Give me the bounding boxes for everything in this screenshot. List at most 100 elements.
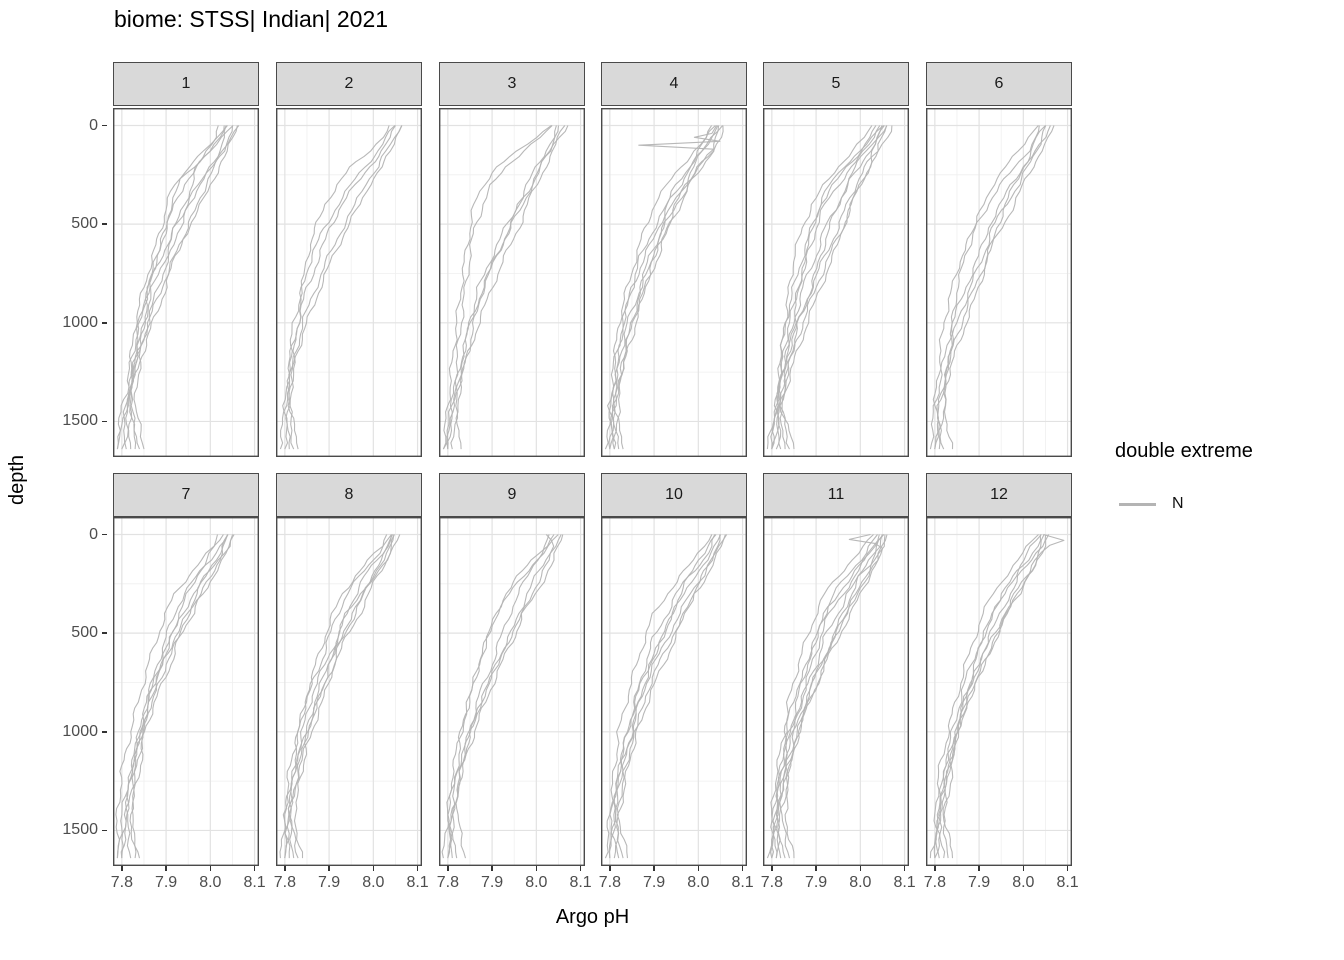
profile-line: [770, 534, 880, 859]
profile-line: [934, 125, 1046, 450]
panel-border: [276, 108, 422, 457]
facet-panel: [763, 517, 909, 866]
x-tick-mark: [1066, 866, 1069, 871]
profile-line: [771, 125, 888, 450]
facet-plot: [763, 108, 909, 457]
profile-line: [784, 534, 885, 859]
profile-line: [279, 125, 403, 450]
facet-strip: 5: [763, 62, 909, 106]
x-tick-label: 7.9: [967, 874, 991, 891]
x-tick-mark: [1022, 866, 1025, 871]
y-tick-label: 500: [71, 624, 98, 642]
profile-line: [773, 125, 873, 450]
x-tick-label: 7.9: [480, 874, 504, 891]
profile-line: [766, 534, 884, 859]
facet-panel: [113, 517, 259, 866]
x-tick-label: 8.1: [406, 874, 429, 891]
panel-border: [601, 517, 747, 866]
panel-border: [601, 108, 747, 457]
profile-line: [776, 534, 883, 859]
x-tick-label: 7.8: [923, 874, 946, 891]
profile-line: [608, 534, 721, 859]
y-tick-mark: [102, 731, 107, 733]
profile-line: [769, 534, 886, 859]
profile-line: [766, 125, 883, 450]
facet-plot: [601, 108, 747, 457]
profile-line: [612, 125, 724, 450]
x-tick-label: 7.8: [436, 874, 459, 891]
facet-strip: 8: [276, 473, 422, 517]
facet-strip: 3: [439, 62, 585, 106]
x-tick-mark: [284, 866, 286, 871]
x-tick-mark: [697, 866, 700, 871]
profile-line: [451, 534, 555, 859]
panel-border: [439, 517, 585, 866]
profile-line: [293, 534, 394, 859]
panel-border: [113, 108, 259, 457]
facet-panel: [439, 108, 585, 457]
profile-line: [124, 534, 229, 859]
facet-label: 8: [344, 486, 354, 503]
profile-line: [129, 125, 219, 450]
facet-panel: [113, 108, 259, 457]
facet-strip: 11: [763, 473, 909, 517]
x-tick-label: 7.9: [154, 874, 178, 891]
x-tick-mark: [447, 866, 449, 871]
x-tick-mark: [121, 866, 123, 871]
y-tick-mark: [102, 124, 107, 127]
facet-panel: [276, 108, 422, 457]
y-axis-title: depth: [6, 454, 28, 506]
profile-line: [779, 125, 884, 450]
x-tick-label: 8.0: [362, 874, 385, 891]
profile-line: [779, 534, 878, 859]
profile-line: [455, 125, 569, 450]
facet-plot: [926, 108, 1072, 457]
x-tick-mark: [978, 866, 980, 871]
y-tick-label: 0: [89, 525, 98, 543]
x-tick-label: 7.8: [598, 874, 621, 891]
facet-panel: [926, 108, 1072, 457]
x-tick-mark: [859, 866, 862, 871]
facet-label: 7: [181, 486, 191, 503]
profile-line: [604, 534, 728, 859]
facet-panel: [276, 517, 422, 866]
y-tick-mark: [102, 533, 107, 536]
panel-border: [113, 517, 259, 866]
profile-line: [115, 534, 224, 859]
y-tick-label: 500: [71, 215, 98, 233]
legend-title: double extreme: [1115, 440, 1253, 462]
profile-line: [121, 125, 240, 450]
facet-label: 2: [344, 75, 354, 92]
profile-line: [770, 125, 888, 450]
profile-line: [942, 534, 1042, 859]
profile-line: [116, 125, 234, 450]
y-tick-mark: [102, 420, 107, 423]
profile-line: [933, 534, 1042, 859]
facet-strip: 10: [601, 473, 747, 517]
profile-line: [288, 534, 388, 859]
facet-plot: [601, 517, 747, 866]
profile-line: [778, 125, 877, 450]
x-tick-label: 7.8: [760, 874, 783, 891]
profile-line: [929, 534, 1045, 859]
facet-label: 10: [665, 486, 683, 503]
plot-title: biome: STSS| Indian| 2021: [114, 6, 389, 32]
x-tick-mark: [934, 866, 936, 871]
facet-panel: [439, 517, 585, 866]
facet-label: 12: [990, 486, 1008, 503]
x-tick-label: 8.1: [893, 874, 916, 891]
facet-strip: 1: [113, 62, 259, 106]
x-tick-label: 8.0: [525, 874, 548, 891]
panel-border: [439, 108, 585, 457]
x-tick-label: 8.0: [1012, 874, 1035, 891]
profile-line: [279, 534, 395, 859]
x-tick-label: 8.0: [849, 874, 872, 891]
profile-line: [446, 534, 559, 859]
x-tick-mark: [741, 866, 744, 871]
facet-label: 6: [994, 75, 1004, 92]
profile-line: [287, 125, 396, 450]
x-tick-mark: [535, 866, 538, 871]
profile-line: [133, 125, 228, 450]
facet-strip: 6: [926, 62, 1072, 106]
profile-line: [779, 125, 893, 450]
